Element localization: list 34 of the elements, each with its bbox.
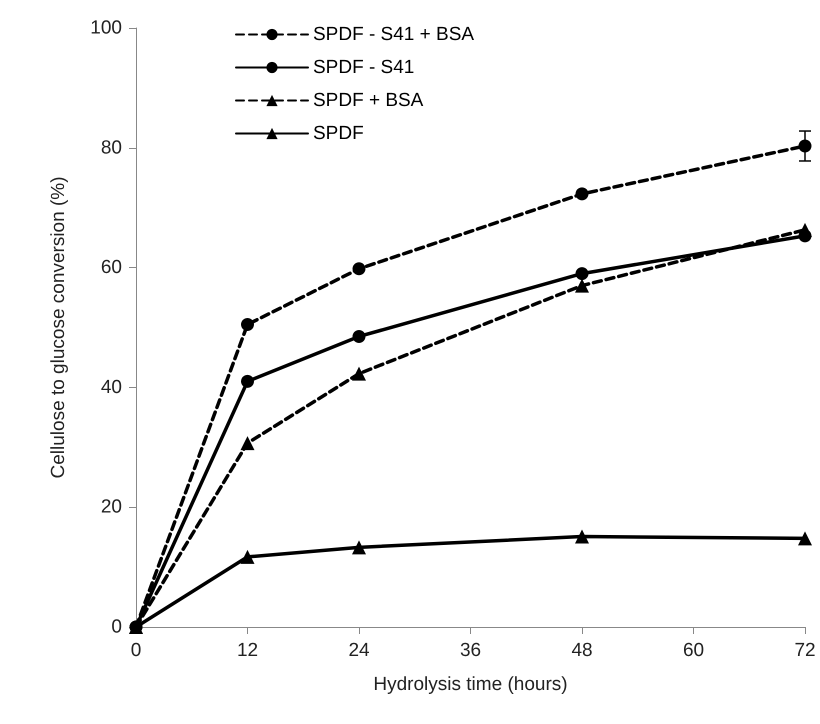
y-axis-title: Cellulose to glucose conversion (%) <box>48 176 69 479</box>
legend-label: SPDF - S41 + BSA <box>313 24 474 45</box>
y-tick-label: 20 <box>100 496 122 518</box>
point <box>241 374 254 388</box>
point <box>798 531 812 546</box>
legend-label: SPDF + BSA <box>313 90 424 111</box>
x-tick-label: 36 <box>460 640 482 661</box>
point <box>576 187 588 200</box>
point <box>352 366 366 381</box>
point <box>798 229 812 242</box>
y-tick-label: 100 <box>90 18 122 38</box>
point <box>575 530 589 544</box>
x-tick-label: 60 <box>682 640 704 661</box>
point <box>352 540 366 554</box>
x-tick-label: 72 <box>794 640 816 661</box>
point <box>241 318 254 331</box>
y-tick-label: 0 <box>111 616 122 638</box>
point <box>576 267 588 280</box>
point <box>575 278 589 293</box>
y-tick-label: 60 <box>100 257 122 278</box>
x-tick-label: 12 <box>236 640 258 661</box>
point <box>352 330 366 343</box>
x-tick-label: 24 <box>348 640 370 661</box>
point <box>352 262 366 276</box>
legend-label: SPDF - S41 <box>313 57 414 78</box>
point <box>798 140 812 152</box>
y-tick-label: 40 <box>100 376 122 398</box>
x-tick-label: 0 <box>130 640 142 661</box>
x-tick-label: 48 <box>571 640 593 661</box>
y-tick-label: 80 <box>100 137 122 158</box>
point <box>240 436 254 450</box>
legend-label: SPDF <box>313 123 364 144</box>
point <box>240 550 254 564</box>
x-axis-title: Hydrolysis time (hours) <box>373 674 568 695</box>
